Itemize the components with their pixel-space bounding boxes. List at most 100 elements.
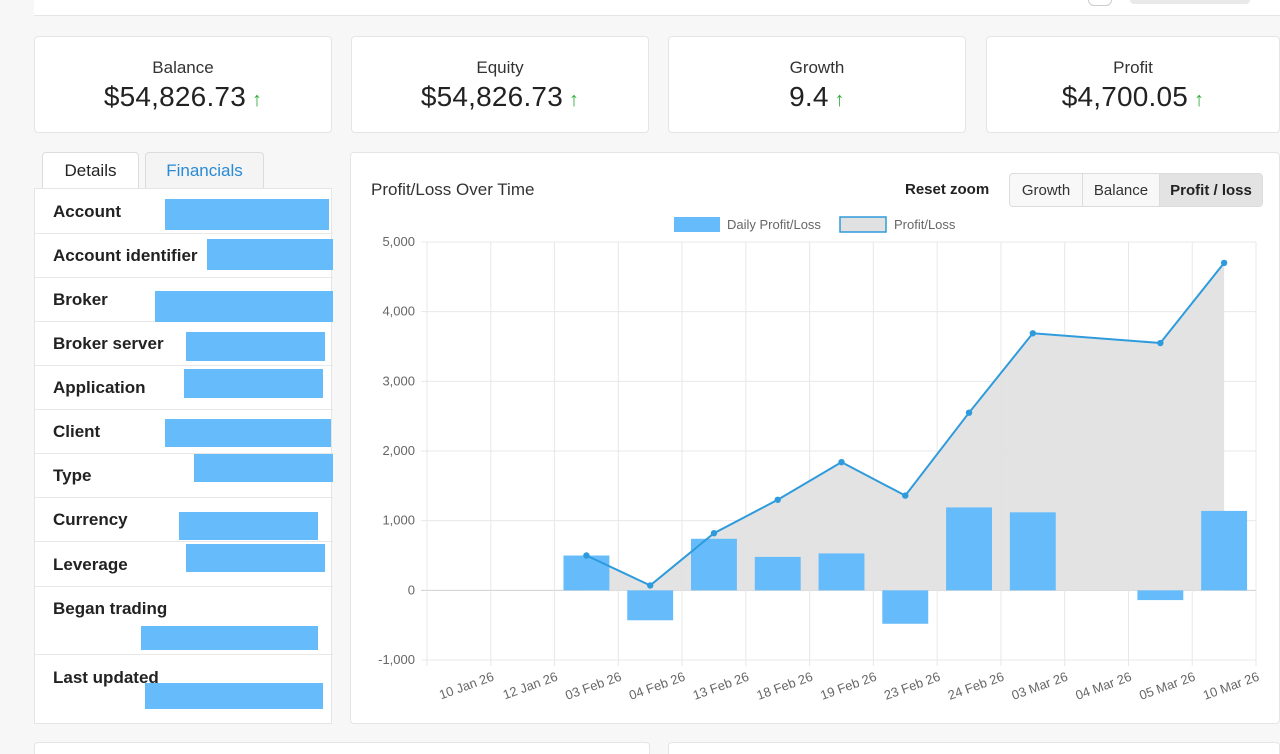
redacted-value	[165, 199, 329, 230]
balance-card: Balance $54,826.73 ↑	[34, 36, 332, 133]
y-tick-label: 2,000	[382, 443, 415, 458]
profit-card: Profit $4,700.05 ↑	[986, 36, 1280, 133]
detail-row-broker-server: Broker server	[35, 322, 333, 366]
bottom-card-right	[668, 742, 1280, 754]
balance-value: $54,826.73 ↑	[35, 81, 331, 113]
equity-value: $54,826.73 ↑	[352, 81, 648, 113]
x-tick-label: 10 Jan 26	[437, 669, 496, 703]
x-tick-label: 19 Feb 26	[818, 669, 878, 703]
daily-pl-bar	[563, 555, 610, 591]
details-panel: Account Account identifier Broker Broker…	[34, 188, 333, 725]
top-bar	[34, 0, 1280, 16]
redacted-value	[155, 291, 333, 322]
cumulative-area	[586, 262, 1225, 591]
cumulative-point	[838, 458, 845, 466]
legend-label-cumulative[interactable]: Profit/Loss	[894, 217, 956, 232]
profit-loss-chart-card: -1,000 0 1,000 2,000 3,000 4,000 5,000 10 Jan 2…	[350, 152, 1280, 724]
redacted-value	[184, 369, 323, 398]
detail-label: Type	[53, 466, 92, 485]
profit-value: $4,700.05 ↑	[987, 81, 1279, 113]
chart-area-layer	[586, 262, 1225, 591]
daily-pl-bar	[627, 590, 674, 621]
x-tick-label: 12 Jan 26	[501, 669, 560, 703]
detail-row-type: Type	[35, 454, 333, 498]
chart-bar-layer	[563, 507, 1248, 624]
arrow-up-icon: ↑	[568, 89, 580, 111]
profit-amount: $4,700.05	[1061, 81, 1189, 112]
cumulative-point	[1157, 339, 1164, 347]
detail-row-last-updated: Last updated	[35, 655, 333, 725]
cumulative-line	[585, 262, 1225, 587]
cumulative-point	[774, 496, 781, 503]
profit-loss-button[interactable]: Profit / loss	[1160, 174, 1262, 206]
cumulative-point	[646, 582, 654, 589]
balance-amount: $54,826.73	[103, 81, 246, 112]
chart-legend[interactable]: Daily Profit/Loss Profit/Loss	[674, 216, 956, 233]
x-tick-label: 24 Feb 26	[946, 669, 1006, 703]
balance-button[interactable]: Balance	[1083, 174, 1160, 206]
redacted-value	[186, 544, 325, 572]
detail-row-currency: Currency	[35, 498, 333, 542]
detail-row-account: Account	[35, 189, 333, 234]
cumulative-point	[902, 492, 909, 499]
detail-label: Last updated	[53, 668, 159, 687]
y-tick-label: 5,000	[382, 234, 415, 249]
profit-loss-chart[interactable]: -1,000 0 1,000 2,000 3,000 4,000 5,000 10 Jan 2…	[351, 153, 1280, 725]
detail-row-client: Client	[35, 410, 333, 454]
chart-line-layer	[583, 259, 1228, 589]
reset-zoom-button[interactable]: Reset zoom	[905, 181, 990, 198]
daily-pl-bar	[1009, 512, 1056, 591]
y-tick-label: 3,000	[382, 373, 415, 388]
arrow-up-icon: ↑	[1194, 89, 1205, 111]
arrow-up-icon: ↑	[834, 89, 845, 111]
equity-card: Equity $54,826.73 ↑	[351, 36, 649, 133]
x-tick-label: 18 Feb 26	[754, 669, 814, 703]
cumulative-point	[710, 530, 718, 537]
detail-row-broker: Broker	[35, 278, 333, 322]
x-tick-label: 23 Feb 26	[882, 669, 942, 703]
x-tick-label: 05 Mar 26	[1137, 669, 1197, 703]
cumulative-point	[1220, 259, 1228, 267]
daily-pl-bar	[691, 538, 737, 591]
growth-card: Growth 9.4 ↑	[668, 36, 966, 133]
bottom-card-left	[34, 742, 650, 754]
legend-swatch-daily	[674, 217, 720, 232]
x-tick-label: 03 Feb 26	[563, 669, 623, 703]
x-tick-label: 13 Feb 26	[691, 669, 751, 703]
x-tick-label: 03 Mar 26	[1010, 669, 1070, 703]
cumulative-point	[583, 552, 590, 559]
tab-financials[interactable]: Financials	[145, 152, 264, 189]
redacted-value	[194, 454, 333, 482]
redacted-value	[186, 332, 325, 361]
chart-title: Profit/Loss Over Time	[371, 180, 535, 199]
daily-pl-bar	[946, 507, 992, 591]
daily-pl-bar	[754, 556, 801, 591]
user-menu[interactable]	[1130, 0, 1250, 4]
legend-swatch-cumulative	[839, 216, 887, 233]
user-avatar[interactable]	[1088, 0, 1112, 6]
daily-pl-bar	[882, 590, 929, 624]
equity-amount: $54,826.73	[420, 81, 563, 112]
chart-mode-toggle: Growth Balance Profit / loss	[1009, 173, 1263, 207]
tab-details[interactable]: Details	[42, 152, 139, 189]
detail-row-began-trading: Began trading	[35, 587, 333, 655]
detail-label: Currency	[53, 510, 128, 529]
redacted-value	[207, 239, 333, 270]
daily-pl-bar	[1137, 590, 1184, 601]
detail-label: Account	[53, 202, 121, 221]
x-tick-label: 10 Mar 26	[1201, 669, 1261, 703]
daily-pl-bar	[1201, 510, 1248, 591]
detail-label: Account identifier	[53, 246, 198, 265]
growth-label: Growth	[789, 58, 845, 77]
redacted-value	[165, 419, 331, 447]
balance-label: Balance	[152, 58, 214, 77]
detail-row-application: Application	[35, 366, 333, 410]
legend-label-daily[interactable]: Daily Profit/Loss	[727, 217, 821, 232]
detail-label: Began trading	[53, 599, 168, 618]
redacted-value	[179, 512, 318, 540]
y-tick-label: -1,000	[378, 652, 415, 667]
detail-row-account-identifier: Account identifier	[35, 234, 333, 278]
growth-button[interactable]: Growth	[1010, 174, 1083, 206]
detail-label: Application	[53, 378, 146, 397]
detail-row-leverage: Leverage	[35, 542, 333, 587]
